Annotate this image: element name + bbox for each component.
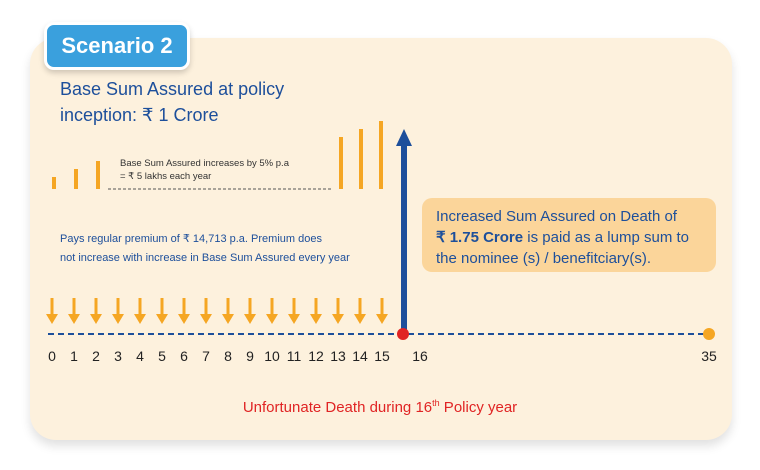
premium-note: Pays regular premium of ₹ 14,713 p.a. Pr… xyxy=(60,230,380,268)
premium-arrow-head xyxy=(46,314,58,324)
premium-arrow-head xyxy=(288,314,300,324)
year-label: 5 xyxy=(158,348,166,364)
premium-arrow-head xyxy=(266,314,278,324)
growth-bar-14 xyxy=(359,129,363,189)
base-sum-line-1: Base Sum Assured at policy xyxy=(60,79,285,99)
premium-arrow-head xyxy=(310,314,322,324)
premium-arrow-head xyxy=(354,314,366,324)
premium-arrow-head xyxy=(376,314,388,324)
growth-bar-13 xyxy=(339,137,343,189)
increase-note: Base Sum Assured increases by 5% p.a = ₹… xyxy=(120,157,289,183)
premium-arrow-head xyxy=(112,314,124,324)
premium-arrow-head xyxy=(222,314,234,324)
death-benefit-arrow-head xyxy=(396,129,412,146)
increase-note-line-1: Base Sum Assured increases by 5% p.a xyxy=(120,158,289,169)
callout-line-3: the nominee (s) / benefitciary(s). xyxy=(436,250,652,267)
premium-arrow-head xyxy=(68,314,80,324)
growth-bar-15 xyxy=(379,121,383,189)
death-note-before: Unfortunate Death during 16 xyxy=(242,399,433,416)
death-point xyxy=(397,328,409,340)
death-note: Unfortunate Death during 16th Policy yea… xyxy=(0,398,760,416)
scenario-tag: Scenario 2 xyxy=(44,22,190,70)
year-label: 1 xyxy=(70,348,78,364)
year-label: 4 xyxy=(136,348,144,364)
premium-arrow-head xyxy=(200,314,212,324)
year-label: 6 xyxy=(180,348,188,364)
year-label: 14 xyxy=(352,348,368,364)
year-label: 3 xyxy=(114,348,122,364)
death-benefit-callout: Increased Sum Assured on Death of ₹ 1.75… xyxy=(422,198,716,272)
premium-note-line-1: Pays regular premium of ₹ 14,713 p.a. Pr… xyxy=(60,233,322,245)
increase-note-line-2: = ₹ 5 lakhs each year xyxy=(120,171,212,182)
callout-amount: ₹ 1.75 Crore xyxy=(436,229,524,246)
premium-arrow-head xyxy=(134,314,146,324)
base-sum-line-2: inception: ₹ 1 Crore xyxy=(60,105,219,125)
year-label: 11 xyxy=(287,348,302,364)
year-label: 10 xyxy=(264,348,280,364)
policy-end-point xyxy=(703,328,715,340)
year-label: 2 xyxy=(92,348,100,364)
year-label: 13 xyxy=(330,348,346,364)
premium-note-line-2: not increase with increase in Base Sum A… xyxy=(60,252,350,264)
death-note-after: Policy year xyxy=(439,399,518,416)
premium-arrow-head xyxy=(244,314,256,324)
premium-arrow-head xyxy=(178,314,190,324)
year-label: 16 xyxy=(412,348,428,364)
year-label: 15 xyxy=(374,348,390,364)
year-label: 8 xyxy=(224,348,232,364)
year-label-end: 35 xyxy=(701,348,717,364)
premium-arrow-head xyxy=(156,314,168,324)
growth-bar-1 xyxy=(52,177,56,189)
callout-line-2: ₹ 1.75 Crore is paid as a lump sum to xyxy=(436,227,704,248)
year-label: 12 xyxy=(308,348,324,364)
growth-bar-3 xyxy=(96,161,100,189)
premium-arrow-head xyxy=(332,314,344,324)
year-label: 7 xyxy=(202,348,210,364)
growth-bar-2 xyxy=(74,169,78,189)
year-label: 9 xyxy=(246,348,254,364)
callout-line-2-rest: is paid as a lump sum to xyxy=(523,229,690,246)
death-note-sup: th xyxy=(432,398,440,408)
callout-line-1: Increased Sum Assured on Death of xyxy=(436,208,677,225)
base-sum-assured-text: Base Sum Assured at policy inception: ₹ … xyxy=(60,76,320,128)
premium-arrow-head xyxy=(90,314,102,324)
year-label: 0 xyxy=(48,348,56,364)
